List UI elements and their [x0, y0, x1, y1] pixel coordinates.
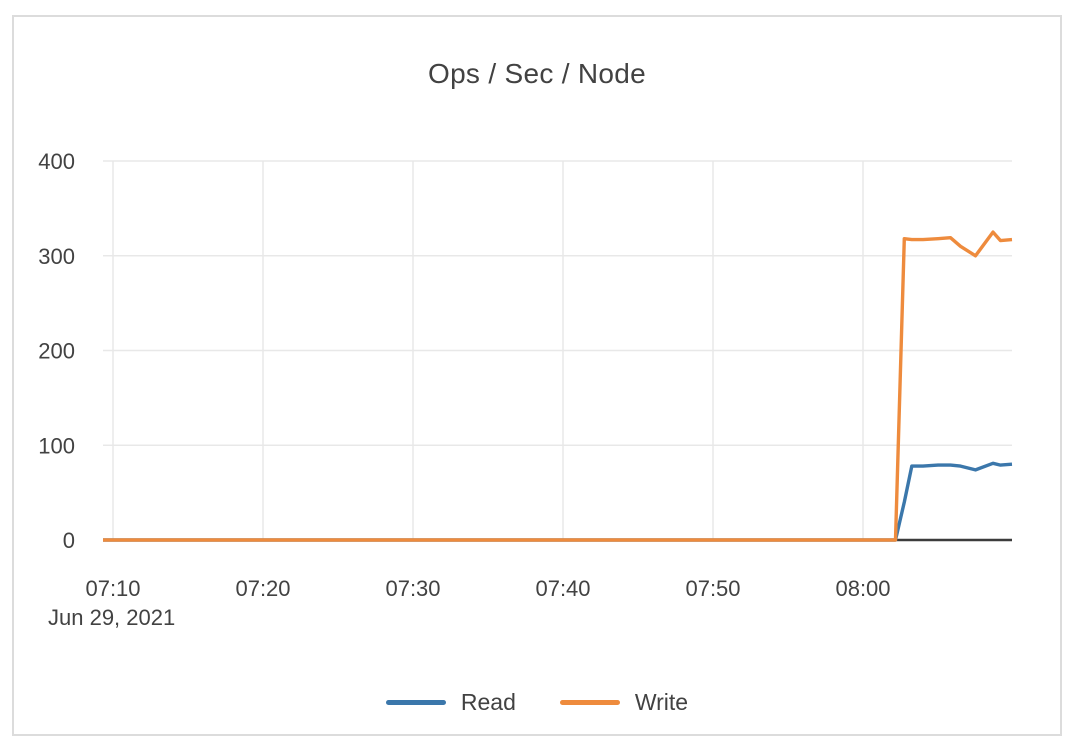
x-axis-date-label: Jun 29, 2021 — [48, 605, 175, 630]
y-tick-label: 400 — [38, 149, 75, 174]
x-tick-label: 07:30 — [385, 576, 440, 601]
legend-item-write[interactable]: Write — [559, 689, 689, 716]
series-line-write[interactable] — [103, 230, 1013, 542]
x-tick-label: 08:00 — [835, 576, 890, 601]
legend-label-write: Write — [634, 689, 689, 715]
write-line-swatch-icon — [559, 700, 620, 705]
x-tick-label: 07:20 — [235, 576, 290, 601]
read-line-swatch-icon — [385, 700, 446, 705]
x-tick-label: 07:10 — [85, 576, 140, 601]
legend-item-read[interactable]: Read — [385, 689, 516, 716]
x-tick-label: 07:50 — [685, 576, 740, 601]
chart-card: Ops / Sec / Node 0 100 200 300 400 07:10 07:20… — [12, 15, 1062, 736]
y-tick-label: 300 — [38, 244, 75, 269]
chart-title: Ops / Sec / Node — [427, 58, 646, 89]
series-line-read[interactable] — [103, 461, 1013, 542]
chart-legend: Read Write — [14, 689, 1060, 716]
chart-canvas[interactable]: 0 100 200 300 400 07:10 07:20 07:30 07:40 07:50 08… — [14, 17, 1060, 734]
x-tick-label: 07:40 — [535, 576, 590, 601]
legend-label-read: Read — [460, 689, 516, 715]
y-tick-label: 200 — [38, 339, 75, 364]
y-tick-label: 100 — [38, 433, 75, 458]
y-tick-label: 0 — [63, 528, 75, 553]
